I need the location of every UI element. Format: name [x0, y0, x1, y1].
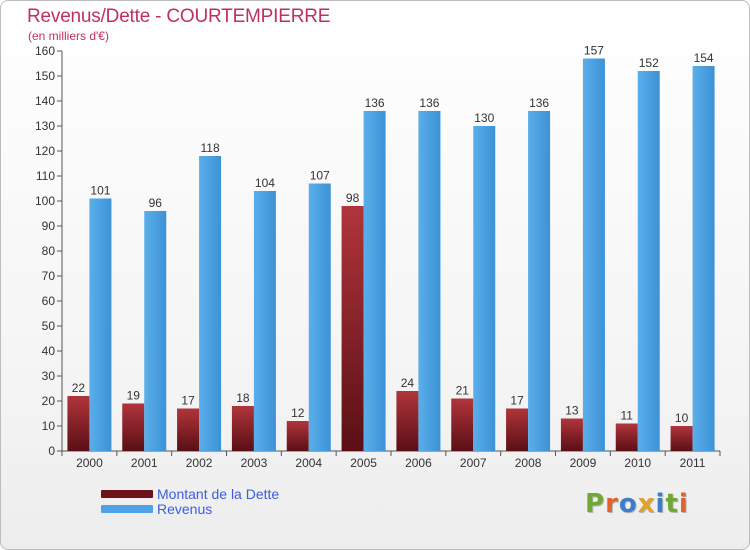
logo-letter: x [637, 489, 656, 519]
chart-subtitle: (en milliers d'€) [28, 29, 109, 43]
x-tick-label: 2011 [680, 456, 706, 470]
value-label: 157 [584, 44, 604, 58]
value-label: 154 [694, 51, 714, 65]
y-tick-label: 40 [42, 344, 56, 358]
y-tick-label: 60 [42, 294, 56, 308]
chart-title: Revenus/Dette - COURTEMPIERRE [27, 6, 331, 27]
logo-letter: r [605, 489, 619, 519]
revenue-bar [528, 111, 551, 451]
y-tick-label: 70 [42, 269, 56, 283]
revenue-bar [363, 111, 386, 451]
value-label: 21 [456, 384, 470, 398]
x-tick-label: 2006 [405, 456, 432, 470]
revenue-bar [199, 156, 222, 451]
value-label: 24 [401, 376, 415, 390]
x-tick-label: 2008 [515, 456, 542, 470]
value-label: 13 [565, 404, 579, 418]
debt-bar [231, 406, 254, 451]
logo-letter: P [585, 489, 606, 519]
value-label: 12 [291, 406, 305, 420]
debt-bar [560, 418, 583, 451]
debt-bar [670, 426, 693, 451]
y-tick-label: 0 [48, 444, 55, 458]
y-axis: 0 10 20 30 40 50 60 70 80 90 100 110 120 130 140 150 160 [35, 44, 63, 458]
value-label: 136 [365, 96, 385, 110]
value-label: 22 [72, 381, 86, 395]
legend-label-revenue: Revenus [157, 501, 213, 517]
x-axis: 2000 2001 2002 2003 2004 2005 2006 2007 2008 2009… [61, 450, 721, 470]
revenue-bar [637, 71, 660, 451]
value-label: 101 [90, 184, 110, 198]
x-tick-label: 2001 [131, 456, 158, 470]
y-tick-label: 120 [35, 144, 55, 158]
revenue-bar [473, 126, 496, 451]
x-tick-label: 2007 [460, 456, 487, 470]
logo-letter: o [618, 489, 638, 519]
proxiti-logo: Proxiti [585, 489, 689, 519]
value-label: 107 [310, 169, 330, 183]
y-tick-label: 30 [42, 369, 56, 383]
debt-bar [341, 206, 364, 451]
revenue-bar [308, 183, 331, 451]
value-label: 118 [201, 141, 220, 155]
value-label: 104 [255, 176, 275, 190]
value-label: 11 [621, 409, 634, 423]
bars-group [67, 58, 715, 451]
value-label: 136 [419, 96, 439, 110]
value-label: 18 [236, 391, 250, 405]
y-tick-label: 110 [36, 169, 55, 183]
revenue-bar [89, 198, 112, 451]
debt-bar [451, 398, 474, 451]
value-label: 136 [529, 96, 549, 110]
logo-letter: i [655, 489, 666, 519]
value-label: 96 [149, 196, 163, 210]
x-tick-label: 2010 [624, 456, 651, 470]
revenue-bar [144, 211, 167, 451]
y-tick-label: 150 [35, 69, 55, 83]
y-tick-label: 10 [42, 419, 56, 433]
value-label: 98 [346, 191, 360, 205]
revenue-bar [692, 66, 715, 451]
debt-bar [67, 396, 90, 451]
logo-letter: t [665, 489, 679, 519]
y-tick-label: 140 [35, 94, 55, 108]
debt-bar [177, 408, 200, 451]
legend-swatch-debt [101, 490, 153, 498]
value-label: 152 [639, 56, 659, 70]
y-tick-label: 130 [35, 119, 55, 133]
revenue-bar [418, 111, 441, 451]
y-tick-label: 80 [42, 244, 56, 258]
value-label: 19 [127, 389, 141, 403]
x-tick-label: 2000 [76, 456, 103, 470]
legend-label-debt: Montant de la Dette [157, 486, 280, 502]
value-label: 10 [675, 411, 689, 425]
logo-letter: i [678, 489, 689, 519]
debt-bar [506, 408, 529, 451]
value-labels-group: 22 101 19 96 17 118 18 104 12 107 98 136 24 136 21 130 1… [72, 44, 714, 426]
x-tick-label: 2005 [350, 456, 377, 470]
debt-bar [122, 403, 145, 451]
value-label: 17 [181, 394, 195, 408]
y-tick-label: 50 [42, 319, 56, 333]
debt-bar [396, 391, 419, 451]
value-label: 130 [474, 111, 494, 125]
revenue-bar [582, 58, 605, 451]
x-tick-label: 2003 [241, 456, 268, 470]
debt-bar [615, 423, 638, 451]
x-tick-label: 2002 [186, 456, 213, 470]
y-tick-label: 100 [35, 194, 55, 208]
revenue-bar [253, 191, 276, 451]
legend-swatch-revenue [101, 505, 153, 513]
y-tick-label: 160 [35, 44, 55, 58]
x-tick-label: 2009 [570, 456, 597, 470]
value-label: 17 [510, 394, 524, 408]
y-tick-label: 20 [42, 394, 56, 408]
x-tick-label: 2004 [295, 456, 322, 470]
debt-bar [286, 421, 309, 451]
y-tick-label: 90 [42, 219, 56, 233]
